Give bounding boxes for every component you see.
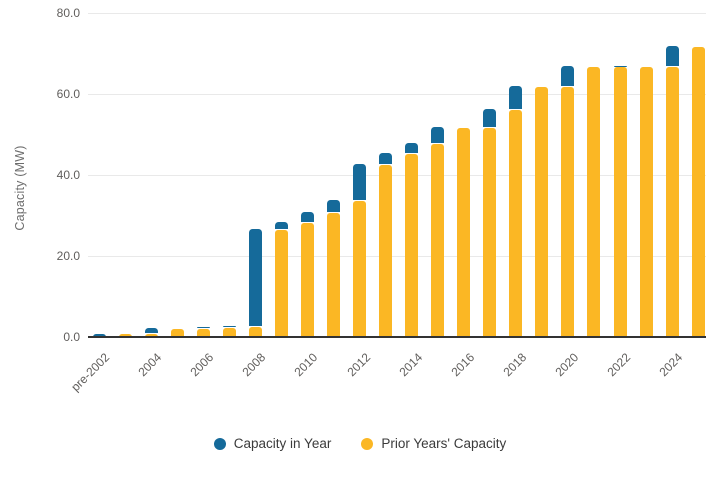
bar-2019[interactable] — [535, 87, 549, 337]
gridline-20 — [88, 255, 706, 257]
bar-2007[interactable] — [222, 326, 236, 337]
bar-2006[interactable] — [196, 327, 210, 337]
segment-capacity-in-year-2009[interactable] — [274, 221, 288, 230]
bar-2017[interactable] — [483, 109, 497, 337]
segment-capacity-in-year-2015[interactable] — [431, 127, 445, 144]
bar-2010[interactable] — [300, 212, 314, 337]
bar-2008[interactable] — [248, 229, 262, 337]
bar-2020[interactable] — [561, 66, 575, 337]
segment-prior-years-capacity-2023[interactable] — [639, 66, 653, 337]
segment-prior-years-capacity-2004[interactable] — [144, 333, 158, 337]
segment-prior-years-capacity-2020[interactable] — [561, 87, 575, 337]
segment-prior-years-capacity-2007[interactable] — [222, 328, 236, 337]
bar-2009[interactable] — [274, 221, 288, 337]
segment-prior-years-capacity-2011[interactable] — [326, 213, 340, 337]
segment-prior-years-capacity-2006[interactable] — [196, 328, 210, 337]
segment-capacity-in-year-2013[interactable] — [379, 153, 393, 164]
segment-capacity-in-year-2017[interactable] — [483, 109, 497, 128]
bar-2012[interactable] — [353, 163, 366, 337]
segment-prior-years-capacity-2012[interactable] — [353, 201, 366, 337]
gridline-80 — [88, 12, 706, 14]
segment-prior-years-capacity-2017[interactable] — [483, 128, 497, 337]
bar-2005[interactable] — [170, 328, 184, 337]
bar-2016[interactable] — [457, 128, 471, 337]
bar-2011[interactable] — [326, 200, 340, 337]
segment-prior-years-capacity-2009[interactable] — [274, 230, 288, 337]
segment-prior-years-capacity-2010[interactable] — [300, 222, 314, 337]
y-tick-label-20.0: 20.0 — [56, 249, 80, 263]
segment-capacity-in-year-2020[interactable] — [561, 66, 575, 87]
segment-capacity-in-year-2018[interactable] — [509, 86, 523, 110]
y-tick-label-0.0: 0.0 — [63, 330, 80, 344]
legend-dot-icon — [213, 437, 226, 450]
plot-area — [88, 12, 706, 338]
segment-capacity-in-year-pre-2002[interactable] — [92, 333, 106, 337]
segment-prior-years-capacity-2015[interactable] — [431, 144, 445, 337]
bar-2003[interactable] — [118, 333, 132, 337]
bar-2023[interactable] — [639, 66, 653, 337]
x-axis-line — [88, 336, 706, 338]
segment-capacity-in-year-2024[interactable] — [665, 46, 679, 66]
bar-pre-2002[interactable] — [92, 333, 106, 337]
segment-prior-years-capacity-2014[interactable] — [405, 154, 419, 337]
bar-2014[interactable] — [405, 143, 419, 337]
y-axis-title: Capacity (MW) — [13, 145, 27, 231]
segment-capacity-in-year-2011[interactable] — [326, 200, 340, 213]
segment-prior-years-capacity-2024[interactable] — [665, 66, 679, 337]
segment-prior-years-capacity-2025[interactable] — [691, 47, 705, 337]
segment-capacity-in-year-2014[interactable] — [405, 143, 419, 154]
legend-dot-icon — [361, 437, 374, 450]
bar-2022[interactable] — [613, 65, 627, 337]
legend-item-capacity-in-year[interactable]: Capacity in Year — [213, 436, 332, 451]
bar-2021[interactable] — [587, 67, 601, 337]
gridline-60 — [88, 93, 706, 95]
gridline-40 — [88, 174, 706, 176]
legend-label: Capacity in Year — [233, 436, 332, 451]
segment-prior-years-capacity-2022[interactable] — [613, 67, 627, 337]
legend-label: Prior Years' Capacity — [381, 436, 507, 451]
segment-prior-years-capacity-2008[interactable] — [248, 327, 262, 337]
segment-capacity-in-year-2004[interactable] — [144, 327, 158, 333]
bar-2024[interactable] — [665, 46, 679, 337]
y-tick-label-80.0: 80.0 — [56, 6, 80, 20]
bar-2013[interactable] — [379, 153, 393, 337]
segment-capacity-in-year-2010[interactable] — [300, 212, 314, 222]
legend-item-prior-years-capacity[interactable]: Prior Years' Capacity — [361, 436, 506, 451]
segment-prior-years-capacity-2003[interactable] — [118, 333, 132, 337]
y-tick-label-40.0: 40.0 — [56, 168, 80, 182]
segment-prior-years-capacity-2021[interactable] — [587, 67, 601, 337]
chart-legend: Capacity in Year Prior Years' Capacity — [0, 436, 720, 451]
bar-2025[interactable] — [691, 47, 705, 337]
segment-prior-years-capacity-2005[interactable] — [170, 328, 184, 337]
segment-prior-years-capacity-2013[interactable] — [379, 164, 393, 337]
segment-capacity-in-year-2012[interactable] — [353, 163, 366, 201]
segment-capacity-in-year-2008[interactable] — [248, 229, 262, 327]
segment-capacity-in-year-2007[interactable] — [222, 326, 236, 328]
segment-prior-years-capacity-2018[interactable] — [509, 110, 523, 337]
segment-prior-years-capacity-2016[interactable] — [457, 128, 471, 337]
bar-2004[interactable] — [144, 327, 158, 337]
y-tick-label-60.0: 60.0 — [56, 87, 80, 101]
segment-prior-years-capacity-2019[interactable] — [535, 87, 549, 337]
bar-2018[interactable] — [509, 86, 523, 337]
bar-2015[interactable] — [431, 127, 445, 337]
